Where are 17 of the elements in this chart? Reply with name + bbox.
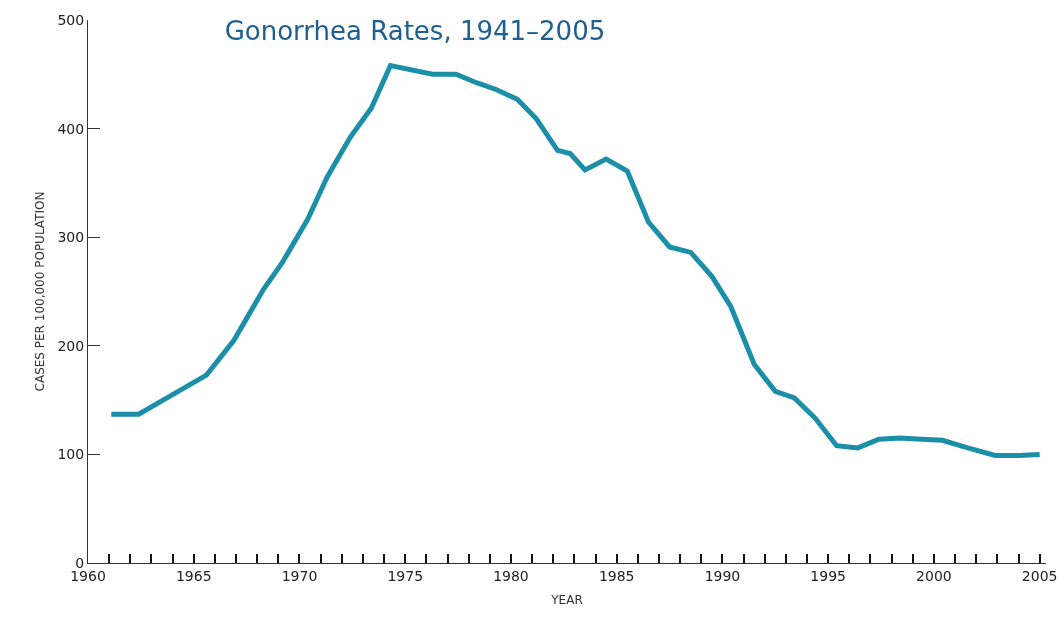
x-tick-label: 1980 <box>493 567 529 584</box>
x-axis-title: YEAR <box>550 592 583 607</box>
y-tick-label: 500 <box>57 11 85 28</box>
x-tick-label: 1975 <box>387 567 424 584</box>
x-tick-label: 1970 <box>281 567 318 584</box>
y-axis-title: CASES PER 100,000 POPULATION <box>32 191 47 392</box>
y-tick-label: 200 <box>57 337 85 354</box>
x-tick-label: 1990 <box>704 567 741 584</box>
y-tick-label: 400 <box>57 120 85 137</box>
y-tick-label: 100 <box>57 446 85 463</box>
x-tick-label: 1985 <box>598 567 635 584</box>
x-tick-label: 2005 <box>1021 567 1058 584</box>
x-tick-label: 1965 <box>175 567 212 584</box>
chart-title: Gonorrhea Rates, 1941–2005 <box>224 16 606 47</box>
y-tick-label: 300 <box>57 229 85 246</box>
x-tick-label: 1995 <box>810 567 846 584</box>
x-tick-label: 2000 <box>916 567 952 584</box>
